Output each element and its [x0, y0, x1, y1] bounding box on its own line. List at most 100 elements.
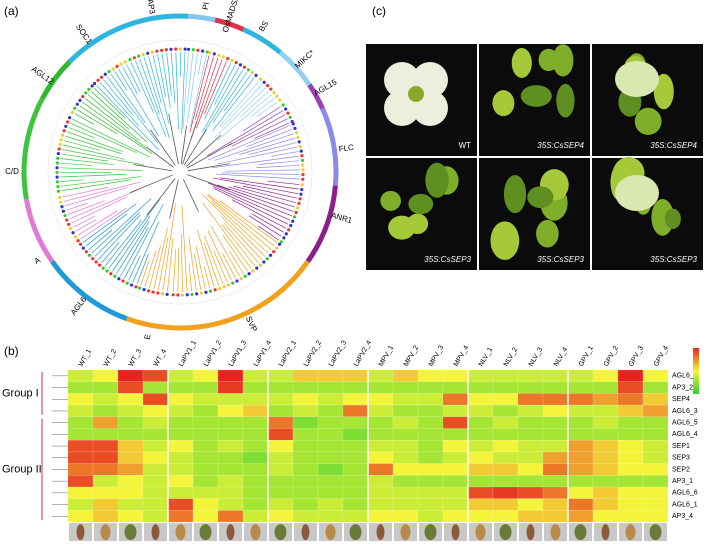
- heat-cell: [467, 451, 494, 464]
- leaf-dot: [55, 170, 59, 175]
- leaf-dot: [226, 57, 230, 61]
- leaf-dot: [171, 293, 175, 297]
- clade-arc: [67, 28, 116, 64]
- branch: [219, 200, 278, 243]
- heat-cell: [642, 428, 669, 441]
- branch: [146, 146, 174, 168]
- heat-cell: [317, 486, 344, 499]
- heat-cell: [542, 486, 569, 499]
- tissue: [499, 524, 512, 541]
- heat-cell: [292, 451, 319, 464]
- heat-cell: [67, 439, 94, 453]
- heat-cell: [592, 439, 619, 453]
- tissue: [349, 524, 362, 541]
- heat-cell: [117, 369, 144, 382]
- heat-cell: [392, 451, 419, 464]
- heat-cell: [142, 475, 169, 488]
- leaf-dot: [301, 172, 305, 177]
- branch: [80, 207, 127, 240]
- leaf-dot: [196, 48, 200, 52]
- branch: [136, 254, 149, 285]
- heat-cell: [617, 475, 644, 488]
- tissue: [424, 524, 437, 541]
- leaf-dot: [84, 250, 88, 254]
- group-label: Group II: [2, 463, 42, 475]
- heat-cell: [142, 486, 169, 499]
- branch: [69, 189, 139, 220]
- branch: [222, 234, 248, 272]
- branch: [68, 127, 95, 139]
- bud: [490, 221, 520, 260]
- heat-cell: [167, 404, 194, 418]
- heat-cell: [117, 393, 144, 406]
- branch: [133, 164, 173, 172]
- leaf-dot: [78, 98, 82, 102]
- leaf-dot: [121, 279, 125, 283]
- heat-cell: [217, 393, 244, 406]
- branch: [221, 172, 300, 175]
- branch: [70, 122, 137, 154]
- heat-cell: [492, 510, 519, 523]
- leaf-dot: [81, 246, 85, 250]
- branch: [116, 221, 150, 274]
- leaf-dot: [250, 70, 254, 75]
- leaf-dot: [57, 147, 61, 151]
- branch: [88, 229, 113, 251]
- clade-arc: [21, 97, 45, 200]
- photo-label: 35S:CsSEP4: [537, 141, 584, 150]
- heat-cell: [317, 463, 344, 476]
- heat-cell: [167, 393, 194, 406]
- leaf-dot: [81, 95, 85, 99]
- branch: [60, 173, 127, 178]
- heat-cell: [117, 486, 144, 499]
- leaf-dot: [191, 48, 195, 52]
- heat-cell: [367, 369, 394, 382]
- heat-cell: [242, 463, 269, 476]
- branch: [108, 199, 160, 269]
- heat-cell: [492, 486, 519, 499]
- leaf-dot: [61, 209, 66, 213]
- leaf-dot: [169, 47, 173, 51]
- heat-cell: [367, 451, 394, 464]
- heat-cell: [392, 439, 419, 453]
- leaf-dot: [281, 103, 285, 107]
- branch: [187, 174, 230, 191]
- branch: [130, 62, 155, 114]
- heat-cell: [317, 475, 344, 488]
- branch: [153, 227, 168, 290]
- heat-cell: [417, 439, 444, 453]
- row-label: AGL6_3: [672, 408, 698, 415]
- leaf-dot: [265, 84, 270, 88]
- clade-label: MIKC*: [293, 48, 316, 70]
- branch: [186, 142, 232, 169]
- leaf-dot: [205, 50, 209, 54]
- branch: [124, 203, 164, 279]
- heat-cell: [192, 439, 219, 453]
- leaf-dot: [300, 183, 304, 187]
- branch: [267, 180, 300, 185]
- heat-cell: [192, 510, 219, 523]
- heat-cell: [92, 393, 119, 406]
- heat-cell: [292, 486, 319, 499]
- leaf-dot: [226, 283, 231, 287]
- tissue: [550, 524, 561, 541]
- leaf-dot: [291, 219, 295, 223]
- heat-cell: [492, 498, 519, 511]
- branch: [175, 52, 179, 130]
- leaf-dot: [235, 279, 239, 283]
- leaf-dot: [287, 228, 291, 232]
- branch: [242, 185, 298, 199]
- leaf-dot: [231, 281, 235, 285]
- panel-label: (b): [4, 344, 19, 358]
- branch: [202, 194, 266, 257]
- leaf-dot: [291, 122, 295, 126]
- heat-cell: [317, 510, 344, 523]
- heat-cell: [567, 416, 594, 429]
- heat-cell: [267, 451, 294, 464]
- leaf-dot: [73, 235, 78, 239]
- tissue: [250, 524, 261, 541]
- leaf-dot: [58, 142, 62, 146]
- heat-cell: [342, 510, 369, 523]
- branch: [166, 52, 172, 96]
- heat-cell: [117, 416, 144, 429]
